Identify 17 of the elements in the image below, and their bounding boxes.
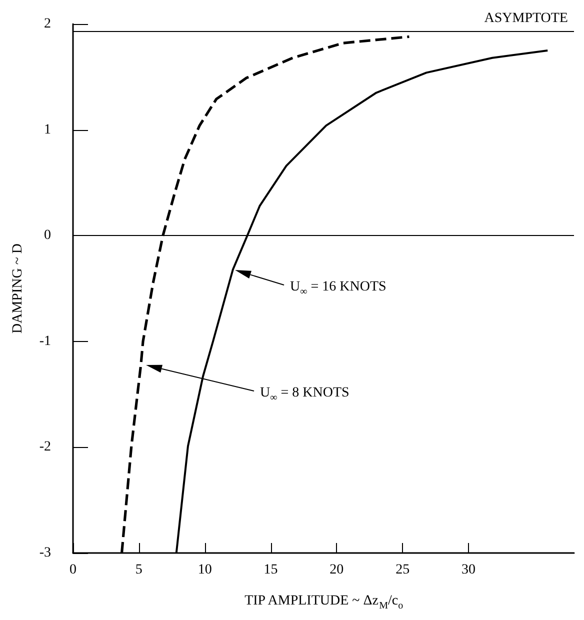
y-tick-label: -2 (39, 440, 51, 455)
x-tick-label: 0 (70, 562, 76, 578)
annotation: U∞ = 16 KNOTS (290, 280, 386, 298)
y-axis-title: DAMPING ~ D (10, 243, 26, 334)
x-tick-label: 15 (264, 562, 278, 578)
y-tick-label: 1 (44, 122, 51, 138)
y-tick-label: -1 (39, 334, 51, 349)
y-tick-label: 2 (44, 16, 51, 32)
ref-line-label: ASYMPTOTE (484, 10, 568, 26)
y-tick-label: 0 (44, 228, 51, 244)
annotation: U∞ = 8 KNOTS (260, 386, 350, 404)
x-tick-label: 30 (462, 562, 476, 578)
x-tick-label: 5 (135, 562, 142, 578)
x-tick-label: 10 (198, 562, 212, 578)
x-tick-label: 20 (330, 562, 344, 578)
y-tick-label: -3 (39, 546, 51, 560)
x-tick-label: 25 (396, 562, 410, 578)
